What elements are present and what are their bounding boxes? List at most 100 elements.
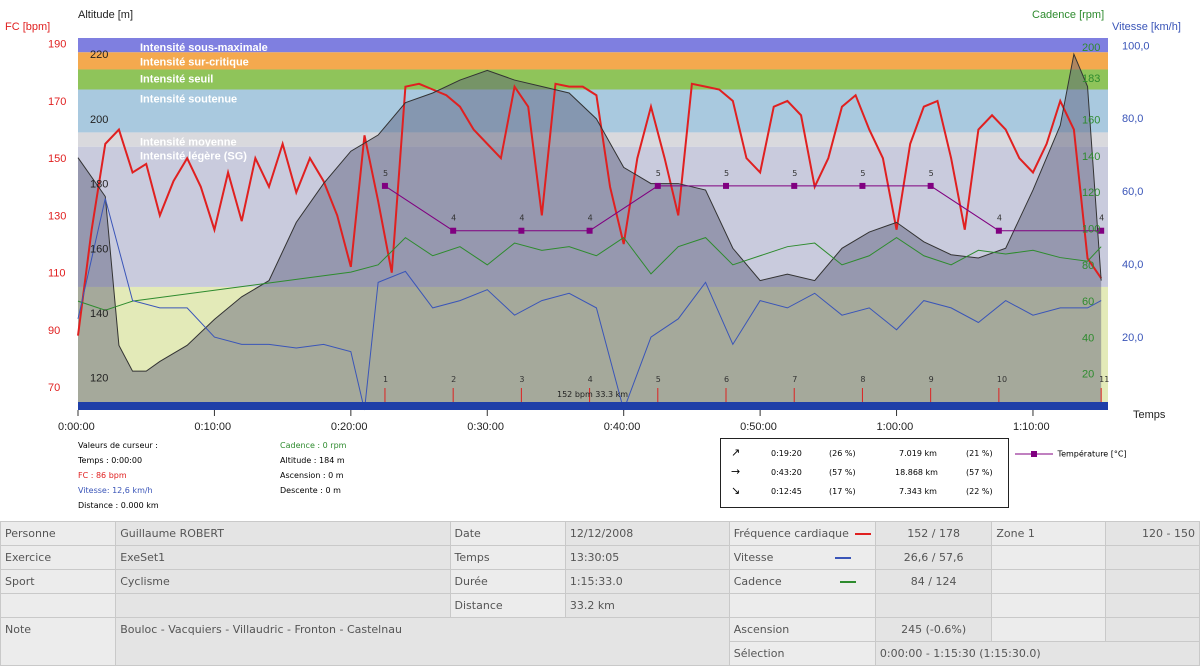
stats-time: 0:43:20: [771, 468, 802, 477]
time-tick-label: 0:00:00: [58, 421, 95, 433]
temperature-label: 5: [792, 169, 797, 178]
zone-label: Zone 1: [991, 521, 1107, 546]
vitesse-tick-label: 60,0: [1122, 186, 1143, 198]
arrow-up-icon: ↗: [731, 446, 741, 459]
fc-tick-label: 190: [48, 39, 66, 51]
sport-label: Sport: [0, 569, 117, 594]
ascension-value: 245 (-0.6%): [874, 617, 993, 642]
empty-cell: [0, 593, 117, 618]
temperature-legend-swatch: [1015, 451, 1053, 457]
zone-band: [78, 69, 1108, 90]
lap-label: 1: [383, 375, 388, 384]
personne-label: Personne: [0, 521, 117, 546]
altitude-tick-label: 160: [90, 243, 108, 255]
zone-label: Intensité légère (SG): [140, 151, 247, 163]
cursor-values-2: Cadence : 0 rpm Altitude : 184 m Ascensi…: [280, 438, 346, 498]
vitesse-tick-label: 100,0: [1122, 40, 1150, 52]
time-tick-label: 1:10:00: [1013, 421, 1050, 433]
distance-label: Distance: [449, 593, 566, 618]
duree-label: Durée: [449, 569, 566, 594]
lap-label: 2: [451, 375, 456, 384]
time-tick-label: 0:30:00: [467, 421, 504, 433]
cursor-distance: Distance : 0.000 km: [78, 501, 159, 510]
cursor-title: Valeurs de curseur :: [78, 441, 158, 450]
lap-markers: 1 2 3 4 5 6 7 8 9 10 11: [383, 375, 1109, 402]
zone-band: [78, 38, 1108, 53]
cadence-tick-label: 140: [1082, 151, 1100, 163]
zone-label: Intensité sous-maximale: [140, 42, 268, 54]
fc-tick-label: 150: [48, 153, 66, 165]
stats-dist: 18.868 km: [895, 468, 938, 477]
slope-stats-box: ↗ 0:19:20 (26 %) 7.019 km (21 %) → 0:43:…: [720, 438, 1009, 508]
cursor-altitude: Altitude : 184 m: [280, 456, 345, 465]
empty-cell: [1105, 593, 1200, 618]
arrow-right-icon: →: [731, 465, 741, 478]
temps-value: 13:30:05: [564, 545, 730, 570]
lap-label: 7: [792, 375, 797, 384]
cadence-tick-label: 80: [1082, 260, 1094, 272]
temperature-label: 5: [383, 169, 388, 178]
stats-pct: (57 %): [829, 468, 856, 477]
temperature-point: [586, 227, 593, 234]
cadence-tick-label: 100: [1082, 224, 1100, 236]
axis-ticks: 1901701501301109070220200180160140120200…: [48, 39, 1150, 433]
temperature-point: [381, 182, 388, 189]
vitesse-value: 26,6 / 57,6: [874, 545, 993, 570]
cadence-tick-label: 183: [1082, 73, 1100, 85]
empty-cell: [991, 593, 1107, 618]
temperature-point: [791, 182, 798, 189]
temperature-label: 4: [451, 214, 456, 223]
chart[interactable]: FC [bpm] Altitude [m] Cadence [rpm] Vite…: [0, 0, 1200, 520]
zone-band: [78, 89, 1108, 133]
series-line-fc: [77, 82, 1103, 336]
stats-time: 0:12:45: [771, 487, 802, 496]
time-tick-label: 0:50:00: [740, 421, 777, 433]
cadence-value: 84 / 124: [874, 569, 993, 594]
series-line-vitesse: [77, 198, 1102, 412]
zone-band: [78, 286, 1108, 410]
vitesse-axis-title: Vitesse [km/h]: [1112, 21, 1181, 33]
temperature-label: 4: [1099, 214, 1104, 223]
altitude-tick-label: 140: [90, 308, 108, 320]
time-tick-label: 0:10:00: [194, 421, 231, 433]
series-line-altitude: [77, 52, 1102, 372]
lap-label: 10: [997, 375, 1007, 384]
cursor-vitesse: Vitesse: 12,6 km/h: [78, 486, 153, 495]
time-tick-label: 1:00:00: [877, 421, 914, 433]
lap-label: 3: [519, 375, 524, 384]
fc-label-text: Fréquence cardiaque: [733, 527, 849, 540]
empty-cell: [991, 545, 1107, 570]
stats-dpct: (57 %): [966, 468, 993, 477]
lap-label: 4: [588, 375, 593, 384]
vitesse-label: Vitesse: [728, 545, 876, 570]
temperature-legend: Température [°C]: [1015, 449, 1127, 459]
stats-dist: 7.343 km: [899, 487, 937, 496]
arrow-down-icon: ↘: [731, 484, 741, 497]
intensity-zones: Intensité sous-maximale Intensité sur-cri…: [78, 38, 1108, 410]
exercice-value: ExeSet1: [115, 545, 451, 570]
temperature-point: [1098, 227, 1105, 234]
time-axis-title: Temps: [1133, 409, 1166, 421]
vitesse-tick-label: 20,0: [1122, 332, 1143, 344]
stats-row-down: ↘ 0:12:45 (17 %) 7.343 km (22 %): [721, 484, 1008, 501]
altitude-tick-label: 200: [90, 114, 108, 126]
note-value: Bouloc - Vacquiers - Villaudric - Fronto…: [115, 617, 730, 666]
cursor-cadence: Cadence : 0 rpm: [280, 441, 347, 450]
cursor-fc: FC : 86 bpm: [78, 471, 127, 480]
stats-pct: (26 %): [829, 449, 856, 458]
time-bar[interactable]: [78, 402, 1108, 410]
zone-label: Intensité seuil: [140, 73, 213, 85]
cadence-label: Cadence: [728, 569, 876, 594]
personne-value: Guillaume ROBERT: [115, 521, 451, 546]
fc-axis-title: FC [bpm]: [5, 21, 50, 33]
stats-row-flat: → 0:43:20 (57 %) 18.868 km (57 %): [721, 465, 1008, 482]
altitude-tick-label: 220: [90, 49, 108, 61]
empty-cell: [874, 593, 993, 618]
note-label: Note: [0, 617, 117, 666]
duree-value: 1:15:33.0: [564, 569, 730, 594]
date-value: 12/12/2008: [564, 521, 730, 546]
selection-label: Sélection: [728, 641, 876, 666]
temperature-point: [723, 182, 730, 189]
vitesse-swatch: [835, 557, 852, 559]
cadence-tick-label: 20: [1082, 369, 1094, 381]
